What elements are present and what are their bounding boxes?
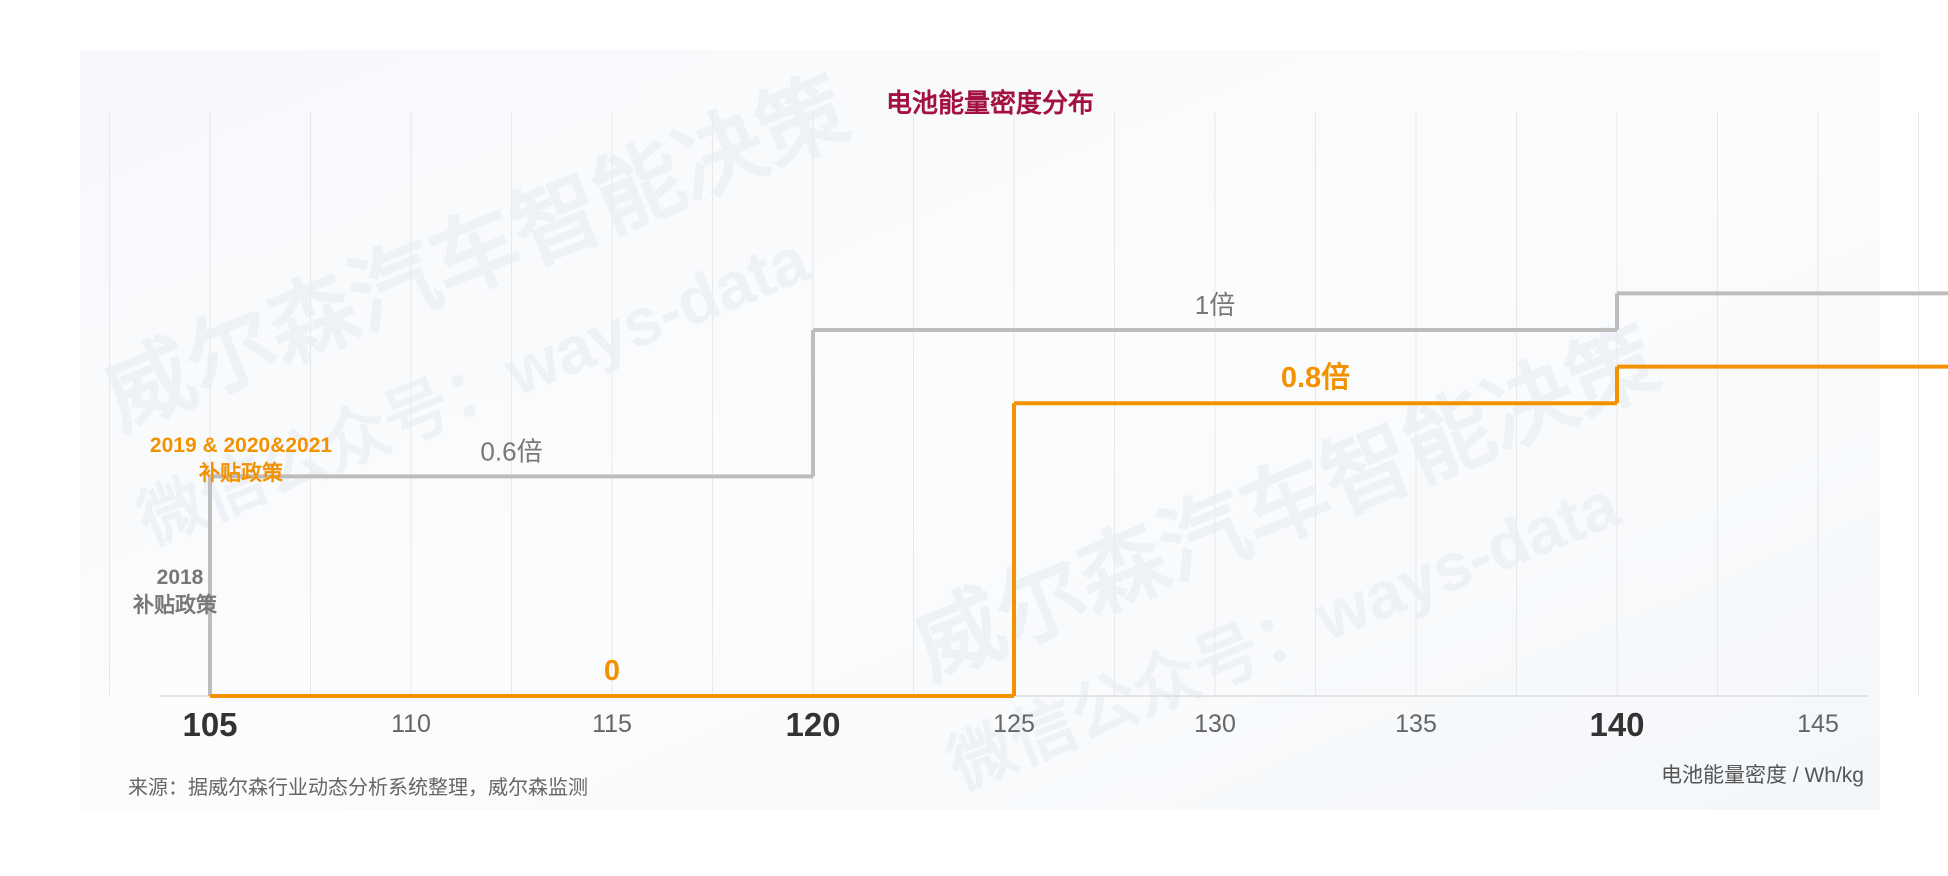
x-tick-label: 135	[1395, 710, 1437, 738]
x-tick-label-major: 140	[1589, 706, 1644, 743]
series-1-data-label: 0.8倍	[1281, 360, 1350, 394]
series-0-data-label: 1倍	[1195, 290, 1235, 320]
x-ticks: 1051101151201251301351401451501551601651…	[182, 706, 1839, 743]
series-1-data-label: 0	[604, 655, 620, 687]
x-tick-label: 115	[592, 710, 632, 738]
x-tick-label: 110	[391, 710, 431, 738]
x-tick-label: 145	[1797, 710, 1839, 738]
x-tick-label-major: 120	[785, 706, 840, 743]
source-note: 来源：据威尔森行业动态分析系统整理，威尔森监测	[128, 776, 588, 799]
chart-background	[80, 50, 1880, 810]
x-axis-label: 电池能量密度 / Wh/kg	[1661, 764, 1864, 787]
series-layer	[208, 291, 1948, 698]
series-1-name-line2: 补贴政策	[198, 461, 284, 485]
series-0-data-label: 0.6倍	[480, 436, 542, 466]
series-0-name-line2: 补贴政策	[132, 593, 218, 617]
chart-title: 电池能量密度分布	[886, 88, 1094, 118]
series-0-name-line1: 2018	[157, 566, 204, 589]
x-tick-label: 125	[993, 710, 1035, 738]
series-1-name-line1: 2019 & 2020&2021	[150, 434, 332, 457]
x-tick-label: 130	[1194, 710, 1236, 738]
labels-layer: 0.6倍1倍1.1倍1.2倍补贴系数00.8倍0.9倍1倍补贴系数2018补贴政…	[132, 290, 1350, 687]
x-tick-label-major: 105	[182, 706, 237, 743]
